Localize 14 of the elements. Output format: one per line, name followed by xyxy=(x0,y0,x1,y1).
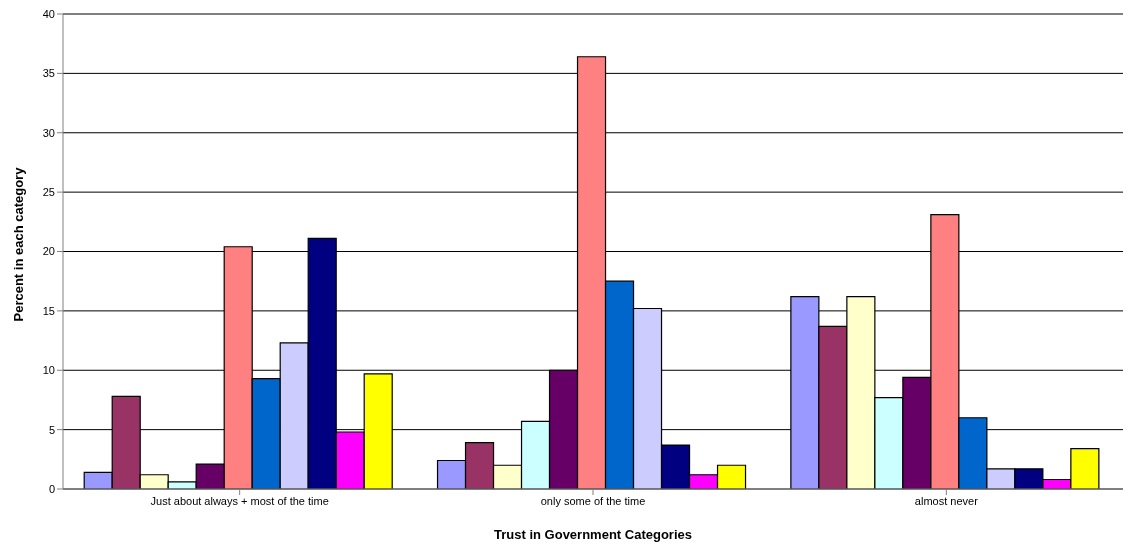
y-tick-label: 10 xyxy=(42,364,55,377)
y-tick-label: 15 xyxy=(42,304,55,317)
y-tick-label: 30 xyxy=(42,126,55,139)
x-axis-title: Trust in Government Categories xyxy=(494,527,692,542)
y-tick-label: 35 xyxy=(42,67,55,80)
y-axis-title: Percent in each category xyxy=(10,166,26,322)
y-tick-label: 20 xyxy=(42,245,55,258)
x-tick-label: only some of the time xyxy=(540,494,646,507)
y-tick-label: 0 xyxy=(48,482,55,495)
y-tick-label: 25 xyxy=(42,186,55,199)
y-tick-label: 40 xyxy=(42,7,55,20)
y-tick-label: 5 xyxy=(48,423,55,436)
x-tick-label: Just about always + most of the time xyxy=(150,494,329,507)
x-tick-label: almost never xyxy=(914,494,979,507)
